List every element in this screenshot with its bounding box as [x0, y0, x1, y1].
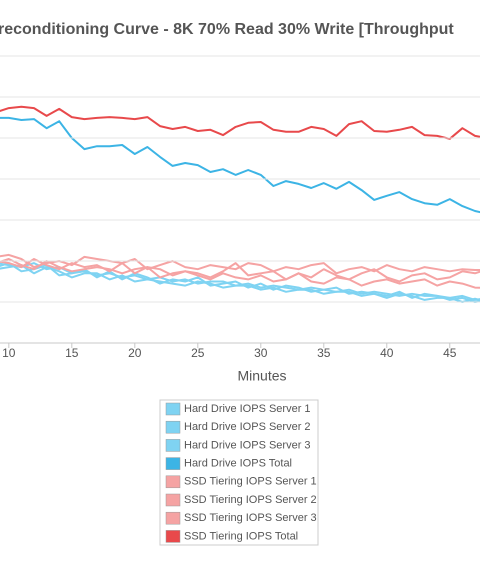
series-line — [0, 116, 480, 214]
x-tick-label: 45 — [443, 346, 457, 360]
legend-swatch — [165, 457, 181, 470]
legend-label: Hard Drive IOPS Server 2 — [184, 421, 311, 433]
x-tick-label: 10 — [2, 346, 16, 360]
plot-area — [0, 105, 480, 303]
x-tick-label: 15 — [65, 346, 79, 360]
series-line — [0, 105, 480, 140]
legend-label: SSD Tiering IOPS Server 1 — [184, 476, 317, 488]
legend-label: SSD Tiering IOPS Server 3 — [184, 512, 317, 524]
series-line — [0, 258, 480, 283]
legend-swatch — [165, 475, 181, 489]
chart-title: reconditioning Curve - 8K 70% Read 30% W… — [0, 21, 454, 38]
series-line — [0, 258, 480, 289]
legend-box — [159, 399, 319, 546]
x-tick-label: 20 — [128, 346, 142, 360]
legend-swatch — [165, 511, 181, 525]
legend-label: SSD Tiering IOPS Server 2 — [184, 494, 317, 506]
x-axis-title: Minutes — [237, 368, 286, 384]
x-tick-label: 35 — [317, 346, 331, 360]
legend-label: Hard Drive IOPS Total — [184, 458, 292, 470]
legend-label: Hard Drive IOPS Server 1 — [184, 403, 311, 415]
x-tick-label: 30 — [254, 346, 268, 360]
legend-label: SSD Tiering IOPS Total — [184, 530, 298, 542]
legend-swatch — [165, 530, 181, 543]
legend-swatch — [165, 420, 181, 434]
legend-swatch — [165, 439, 181, 452]
legend-swatch — [165, 493, 181, 507]
x-tick-label: 25 — [191, 346, 205, 360]
legend-swatch — [165, 402, 181, 416]
legend-label: Hard Drive IOPS Server 3 — [184, 439, 311, 451]
series-line — [0, 264, 480, 303]
x-tick-label: 40 — [380, 346, 394, 360]
